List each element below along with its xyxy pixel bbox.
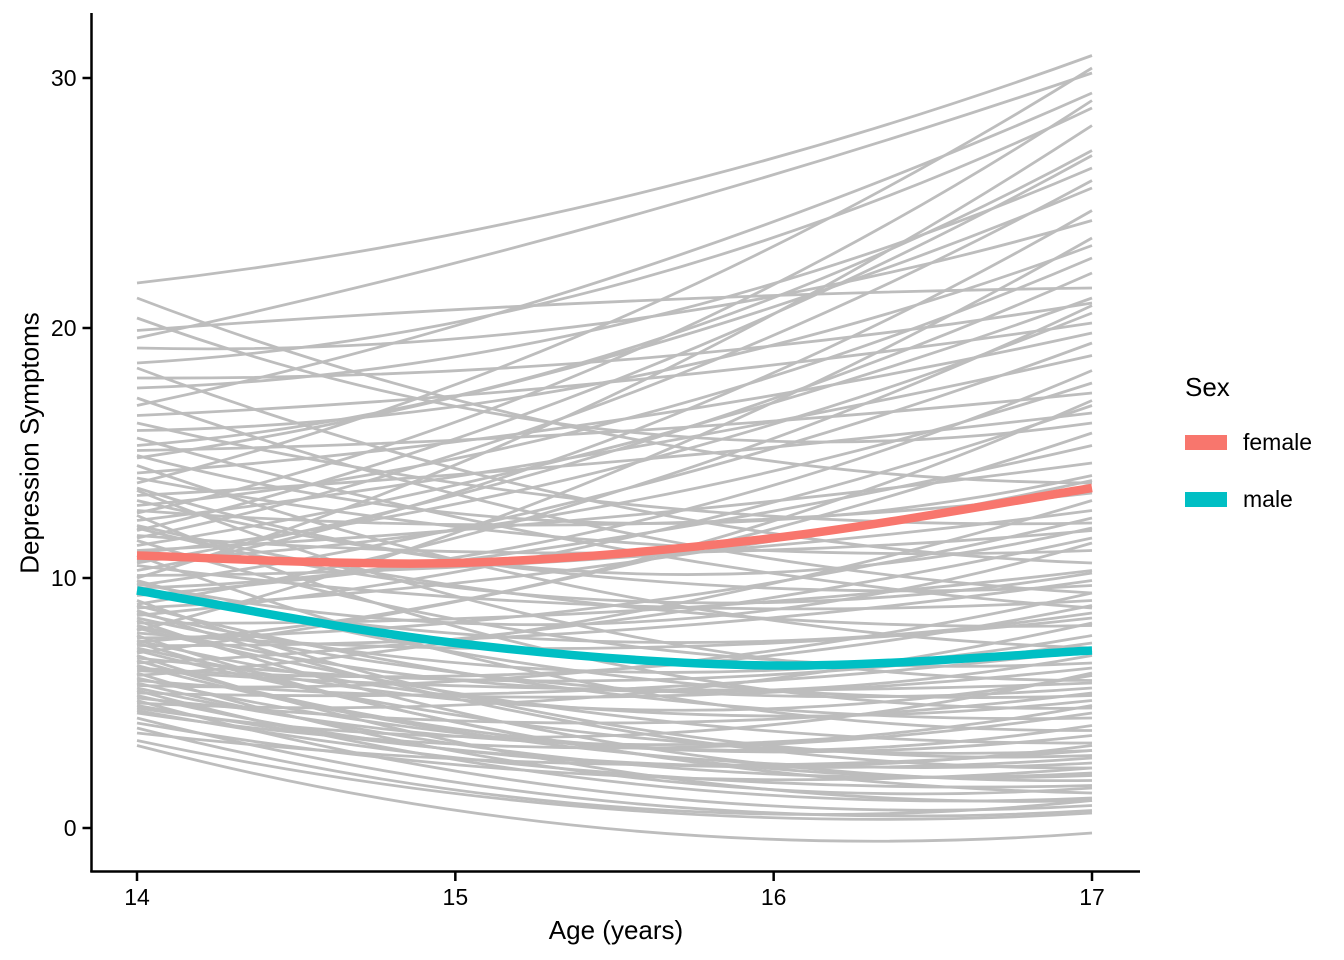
- legend-title: Sex: [1185, 372, 1230, 402]
- x-tick-label: 14: [124, 884, 150, 910]
- individual-trajectory-line: [136, 304, 1093, 606]
- y-axis-title: Depression Symptoms: [14, 312, 45, 574]
- individual-trajectory-line: [136, 711, 1093, 750]
- legend-label-male: male: [1243, 486, 1293, 512]
- legend-entry-male: male: [1185, 486, 1312, 513]
- individual-trajectory-line: [136, 54, 1093, 285]
- individual-trajectory-line: [136, 486, 1093, 576]
- individual-trajectory-line: [136, 436, 1093, 610]
- individual-trajectory-line: [136, 464, 1093, 650]
- individual-trajectory-line: [136, 296, 1093, 547]
- individual-trajectory-line: [136, 621, 1093, 710]
- individual-trajectory-line: [136, 431, 1093, 655]
- individual-trajectory-line: [136, 124, 1093, 580]
- y-tick-label: 30: [51, 65, 77, 91]
- y-tick-label: 10: [51, 565, 77, 591]
- individual-trajectory-line: [136, 271, 1093, 565]
- individual-trajectory-line: [136, 731, 1093, 767]
- individual-trajectory-line: [136, 179, 1093, 540]
- individual-trajectory-line: [136, 671, 1093, 739]
- individual-trajectory-line: [136, 499, 1093, 677]
- legend-label-female: female: [1243, 429, 1313, 455]
- y-tick-label: 0: [64, 815, 77, 841]
- individual-trajectory-line: [136, 149, 1093, 447]
- individual-trajectory-line: [136, 399, 1093, 644]
- y-tick-label: 20: [51, 315, 77, 341]
- individual-trajectory-line: [136, 209, 1093, 572]
- individual-trajectory-line: [136, 664, 1093, 769]
- individual-trajectory-line: [136, 244, 1093, 432]
- individual-trajectory-line: [136, 716, 1093, 818]
- individual-trajectory-line: [136, 311, 1093, 555]
- individual-trajectory-line: [136, 454, 1093, 525]
- individual-trajectory-line: [136, 236, 1093, 632]
- individual-trajectory-line: [136, 106, 1093, 365]
- individual-trajectory-line: [136, 739, 1093, 821]
- x-tick-label: 17: [1079, 884, 1105, 910]
- individual-trajectory-line: [136, 726, 1093, 816]
- individual-trajectory-line: [136, 166, 1093, 390]
- individual-trajectory-line: [136, 721, 1093, 782]
- x-axis-title: Age (years): [548, 915, 684, 945]
- individual-trajectory-line: [136, 536, 1093, 665]
- individual-trajectory-line: [136, 186, 1093, 460]
- male-line-swatch-icon: [1185, 492, 1227, 507]
- individual-trajectory-line: [136, 649, 1093, 698]
- individual-trajectory-line: [136, 316, 1093, 444]
- legend-entry-female: female: [1185, 429, 1312, 456]
- individual-trajectory-line: [136, 744, 1093, 843]
- individual-trajectory-line: [136, 99, 1093, 515]
- individual-trajectory-line: [136, 404, 1093, 617]
- individual-trajectory-line: [136, 686, 1093, 747]
- individual-trajectory-line: [136, 709, 1093, 789]
- individual-trajectory-line: [136, 691, 1093, 725]
- legend: Sex female male: [1185, 372, 1312, 543]
- individual-trajectory-line: [136, 591, 1093, 689]
- individual-trajectory-line: [136, 154, 1093, 532]
- individual-trajectory-line: [136, 286, 1093, 332]
- mean-trajectory-male: [136, 586, 1093, 670]
- individual-trajectory-line: [136, 704, 1093, 769]
- mean-trajectory-female: [136, 483, 1093, 568]
- individual-trajectory-line: [136, 71, 1093, 340]
- x-tick-label: 16: [761, 884, 787, 910]
- female-line-swatch-icon: [1185, 435, 1227, 450]
- x-tick-label: 15: [443, 884, 469, 910]
- individual-trajectory-line: [136, 569, 1093, 625]
- individual-trajectory-line: [136, 579, 1093, 647]
- individual-trajectory-line: [136, 541, 1093, 627]
- individual-trajectory-line: [136, 66, 1093, 485]
